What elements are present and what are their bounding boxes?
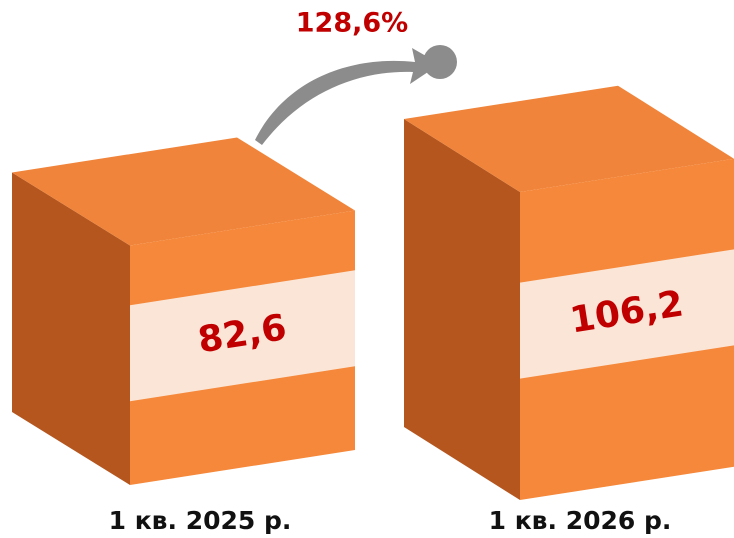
category-label: 1 кв. 2026 р. xyxy=(489,506,672,535)
arrow-dot xyxy=(423,45,457,79)
cube-side xyxy=(12,172,130,485)
category-label: 1 кв. 2025 р. xyxy=(109,506,292,535)
cube-top xyxy=(404,85,734,193)
cube-top xyxy=(12,137,355,246)
value-band xyxy=(520,249,734,379)
growth-arrow xyxy=(255,48,440,145)
value-band xyxy=(130,270,355,402)
growth-annotation: 128,6% xyxy=(296,8,408,39)
cube-side xyxy=(404,119,520,501)
